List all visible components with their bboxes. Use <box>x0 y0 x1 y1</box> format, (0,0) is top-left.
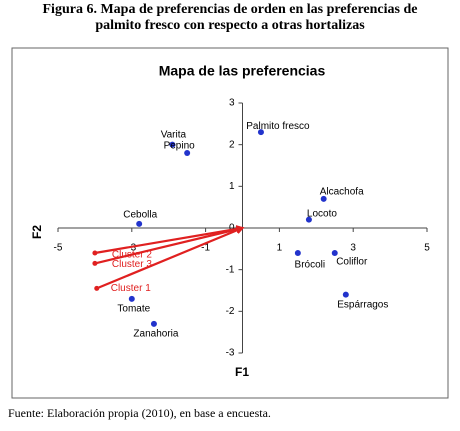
vector <box>94 225 245 255</box>
y-tick-label: -2 <box>226 306 235 317</box>
vector <box>94 225 245 265</box>
vector-start <box>94 285 100 291</box>
y-tick-label: -1 <box>226 264 235 275</box>
point <box>128 295 135 302</box>
y-tick-label: 2 <box>229 139 235 150</box>
x-tick-label: 1 <box>277 243 283 254</box>
point <box>294 250 301 256</box>
caption: Figura 6. Mapa de preferencias de orden … <box>43 2 418 17</box>
source: Fuente: Elaboración propia (2010), en ba… <box>8 406 271 420</box>
x-axis-title: F1 <box>235 365 249 379</box>
point-label: Coliflor <box>336 257 368 268</box>
x-tick-label: -1 <box>201 243 210 254</box>
point-label: Espárragos <box>337 299 388 310</box>
x-tick-label: 3 <box>350 243 356 254</box>
x-tick-label: 5 <box>424 243 430 254</box>
y-tick-label: 0 <box>229 223 235 234</box>
point <box>169 141 176 148</box>
point-label: Zanahoria <box>133 328 178 339</box>
vector <box>96 226 245 290</box>
point <box>257 129 264 136</box>
y-tick-label: -3 <box>226 348 235 359</box>
point-label: Tomate <box>117 303 150 314</box>
y-axis-title: F2 <box>30 225 44 239</box>
point-label: Varita <box>161 129 187 140</box>
vector-start <box>92 250 98 256</box>
point <box>136 220 143 227</box>
caption: palmito fresco con respecto a otras hort… <box>95 18 365 33</box>
point-label: Palmito fresco <box>246 121 310 132</box>
chart-title: Mapa de las preferencias <box>159 63 326 79</box>
x-tick-label: -3 <box>127 243 136 254</box>
point <box>150 320 157 327</box>
y-tick-label: 1 <box>229 181 235 192</box>
point-label: Cebolla <box>123 209 157 220</box>
point-label: Pepino <box>164 141 196 152</box>
chart-frame <box>11 47 449 399</box>
point-label: Alcachofa <box>320 186 364 197</box>
point <box>342 291 349 298</box>
point <box>305 216 312 223</box>
vector-start <box>92 260 98 266</box>
y-tick-label: 3 <box>229 98 235 109</box>
point-label: Brócoli <box>295 260 326 271</box>
point <box>331 250 338 256</box>
point <box>320 195 327 202</box>
x-tick-label: -5 <box>54 243 63 254</box>
point-label: Locoto <box>307 208 337 219</box>
vector-label: Cluster 1 <box>111 283 151 294</box>
point <box>184 150 191 156</box>
vector-label: Cluster 3 <box>112 259 152 270</box>
